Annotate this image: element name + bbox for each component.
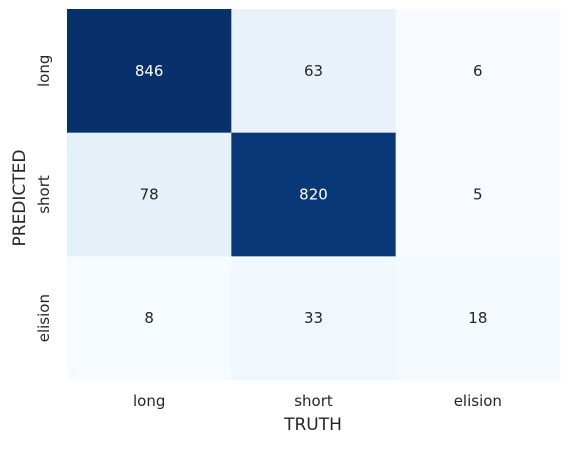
x-tick-labels: long short elision <box>133 392 502 410</box>
y-axis-label: PREDICTED <box>10 150 30 247</box>
heatmap-cell-short-elision <box>395 132 561 257</box>
cell-value-long-elision: 6 <box>473 62 483 80</box>
heatmap-cell-long-elision <box>395 9 561 134</box>
heatmap-cells <box>67 9 561 381</box>
cell-value-short-long: 78 <box>140 186 159 204</box>
heatmap-cell-elision-elision <box>395 256 561 381</box>
cell-value-labels: 846 63 6 78 820 5 8 33 18 <box>135 62 488 327</box>
cell-value-long-long: 846 <box>135 62 164 80</box>
heatmap-cell-short-long <box>67 132 232 257</box>
y-tick-long: long <box>35 55 53 87</box>
x-tick-long: long <box>133 392 165 410</box>
x-tick-short: short <box>294 392 333 410</box>
heatmap-cell-elision-short <box>231 256 397 381</box>
cell-value-short-elision: 5 <box>473 186 483 204</box>
x-axis-label: TRUTH <box>283 415 342 435</box>
cell-value-short-short: 820 <box>299 186 328 204</box>
y-tick-short: short <box>35 175 53 214</box>
heatmap-cell-long-short <box>231 9 397 134</box>
cell-value-elision-long: 8 <box>144 309 154 327</box>
cell-value-elision-elision: 18 <box>468 309 487 327</box>
x-tick-elision: elision <box>454 392 502 410</box>
cell-value-elision-short: 33 <box>304 309 323 327</box>
cell-value-long-short: 63 <box>304 62 323 80</box>
heatmap-cell-long-long <box>67 9 232 134</box>
y-tick-elision: elision <box>35 294 53 342</box>
heatmap-cell-short-short <box>231 132 397 257</box>
heatmap-cell-elision-long <box>67 256 232 381</box>
y-tick-labels: long short elision <box>35 55 53 343</box>
